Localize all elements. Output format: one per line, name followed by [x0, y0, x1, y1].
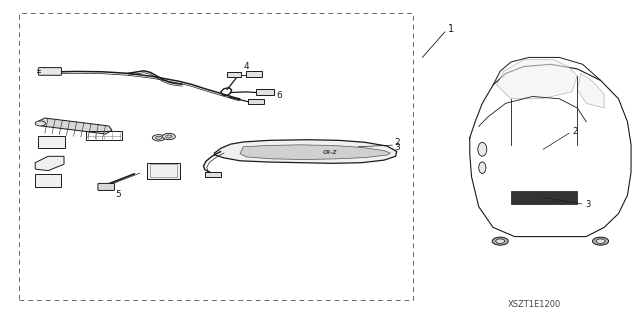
Polygon shape: [38, 118, 112, 134]
Polygon shape: [497, 60, 577, 99]
FancyBboxPatch shape: [246, 71, 262, 77]
Circle shape: [496, 239, 505, 243]
Text: 2: 2: [572, 127, 577, 136]
Text: 1: 1: [448, 24, 454, 34]
Circle shape: [152, 135, 165, 141]
Text: 4: 4: [244, 62, 249, 71]
FancyBboxPatch shape: [38, 68, 61, 75]
Circle shape: [593, 237, 609, 245]
Bar: [38, 136, 65, 148]
Polygon shape: [577, 73, 604, 108]
Bar: [147, 163, 180, 179]
Text: 5: 5: [116, 190, 121, 199]
Text: 3: 3: [585, 200, 590, 209]
Bar: [35, 174, 61, 187]
Circle shape: [166, 135, 172, 138]
Polygon shape: [214, 140, 397, 163]
Text: CR-Z: CR-Z: [323, 150, 337, 155]
FancyBboxPatch shape: [227, 72, 241, 77]
Circle shape: [596, 239, 605, 243]
Circle shape: [492, 237, 508, 245]
FancyBboxPatch shape: [256, 89, 274, 95]
Ellipse shape: [479, 162, 486, 174]
Text: 2: 2: [394, 138, 400, 147]
Text: 6: 6: [277, 91, 282, 100]
Text: 3: 3: [394, 143, 400, 152]
Polygon shape: [511, 191, 577, 204]
Circle shape: [156, 136, 162, 139]
Bar: [150, 164, 177, 177]
Polygon shape: [240, 145, 390, 160]
FancyBboxPatch shape: [205, 172, 221, 177]
FancyBboxPatch shape: [248, 99, 264, 104]
Polygon shape: [35, 156, 64, 171]
Ellipse shape: [478, 142, 487, 156]
FancyBboxPatch shape: [98, 183, 115, 190]
Bar: [19, 13, 413, 300]
Circle shape: [163, 133, 175, 140]
Circle shape: [35, 121, 45, 126]
Text: XSZT1E1200: XSZT1E1200: [508, 300, 561, 309]
